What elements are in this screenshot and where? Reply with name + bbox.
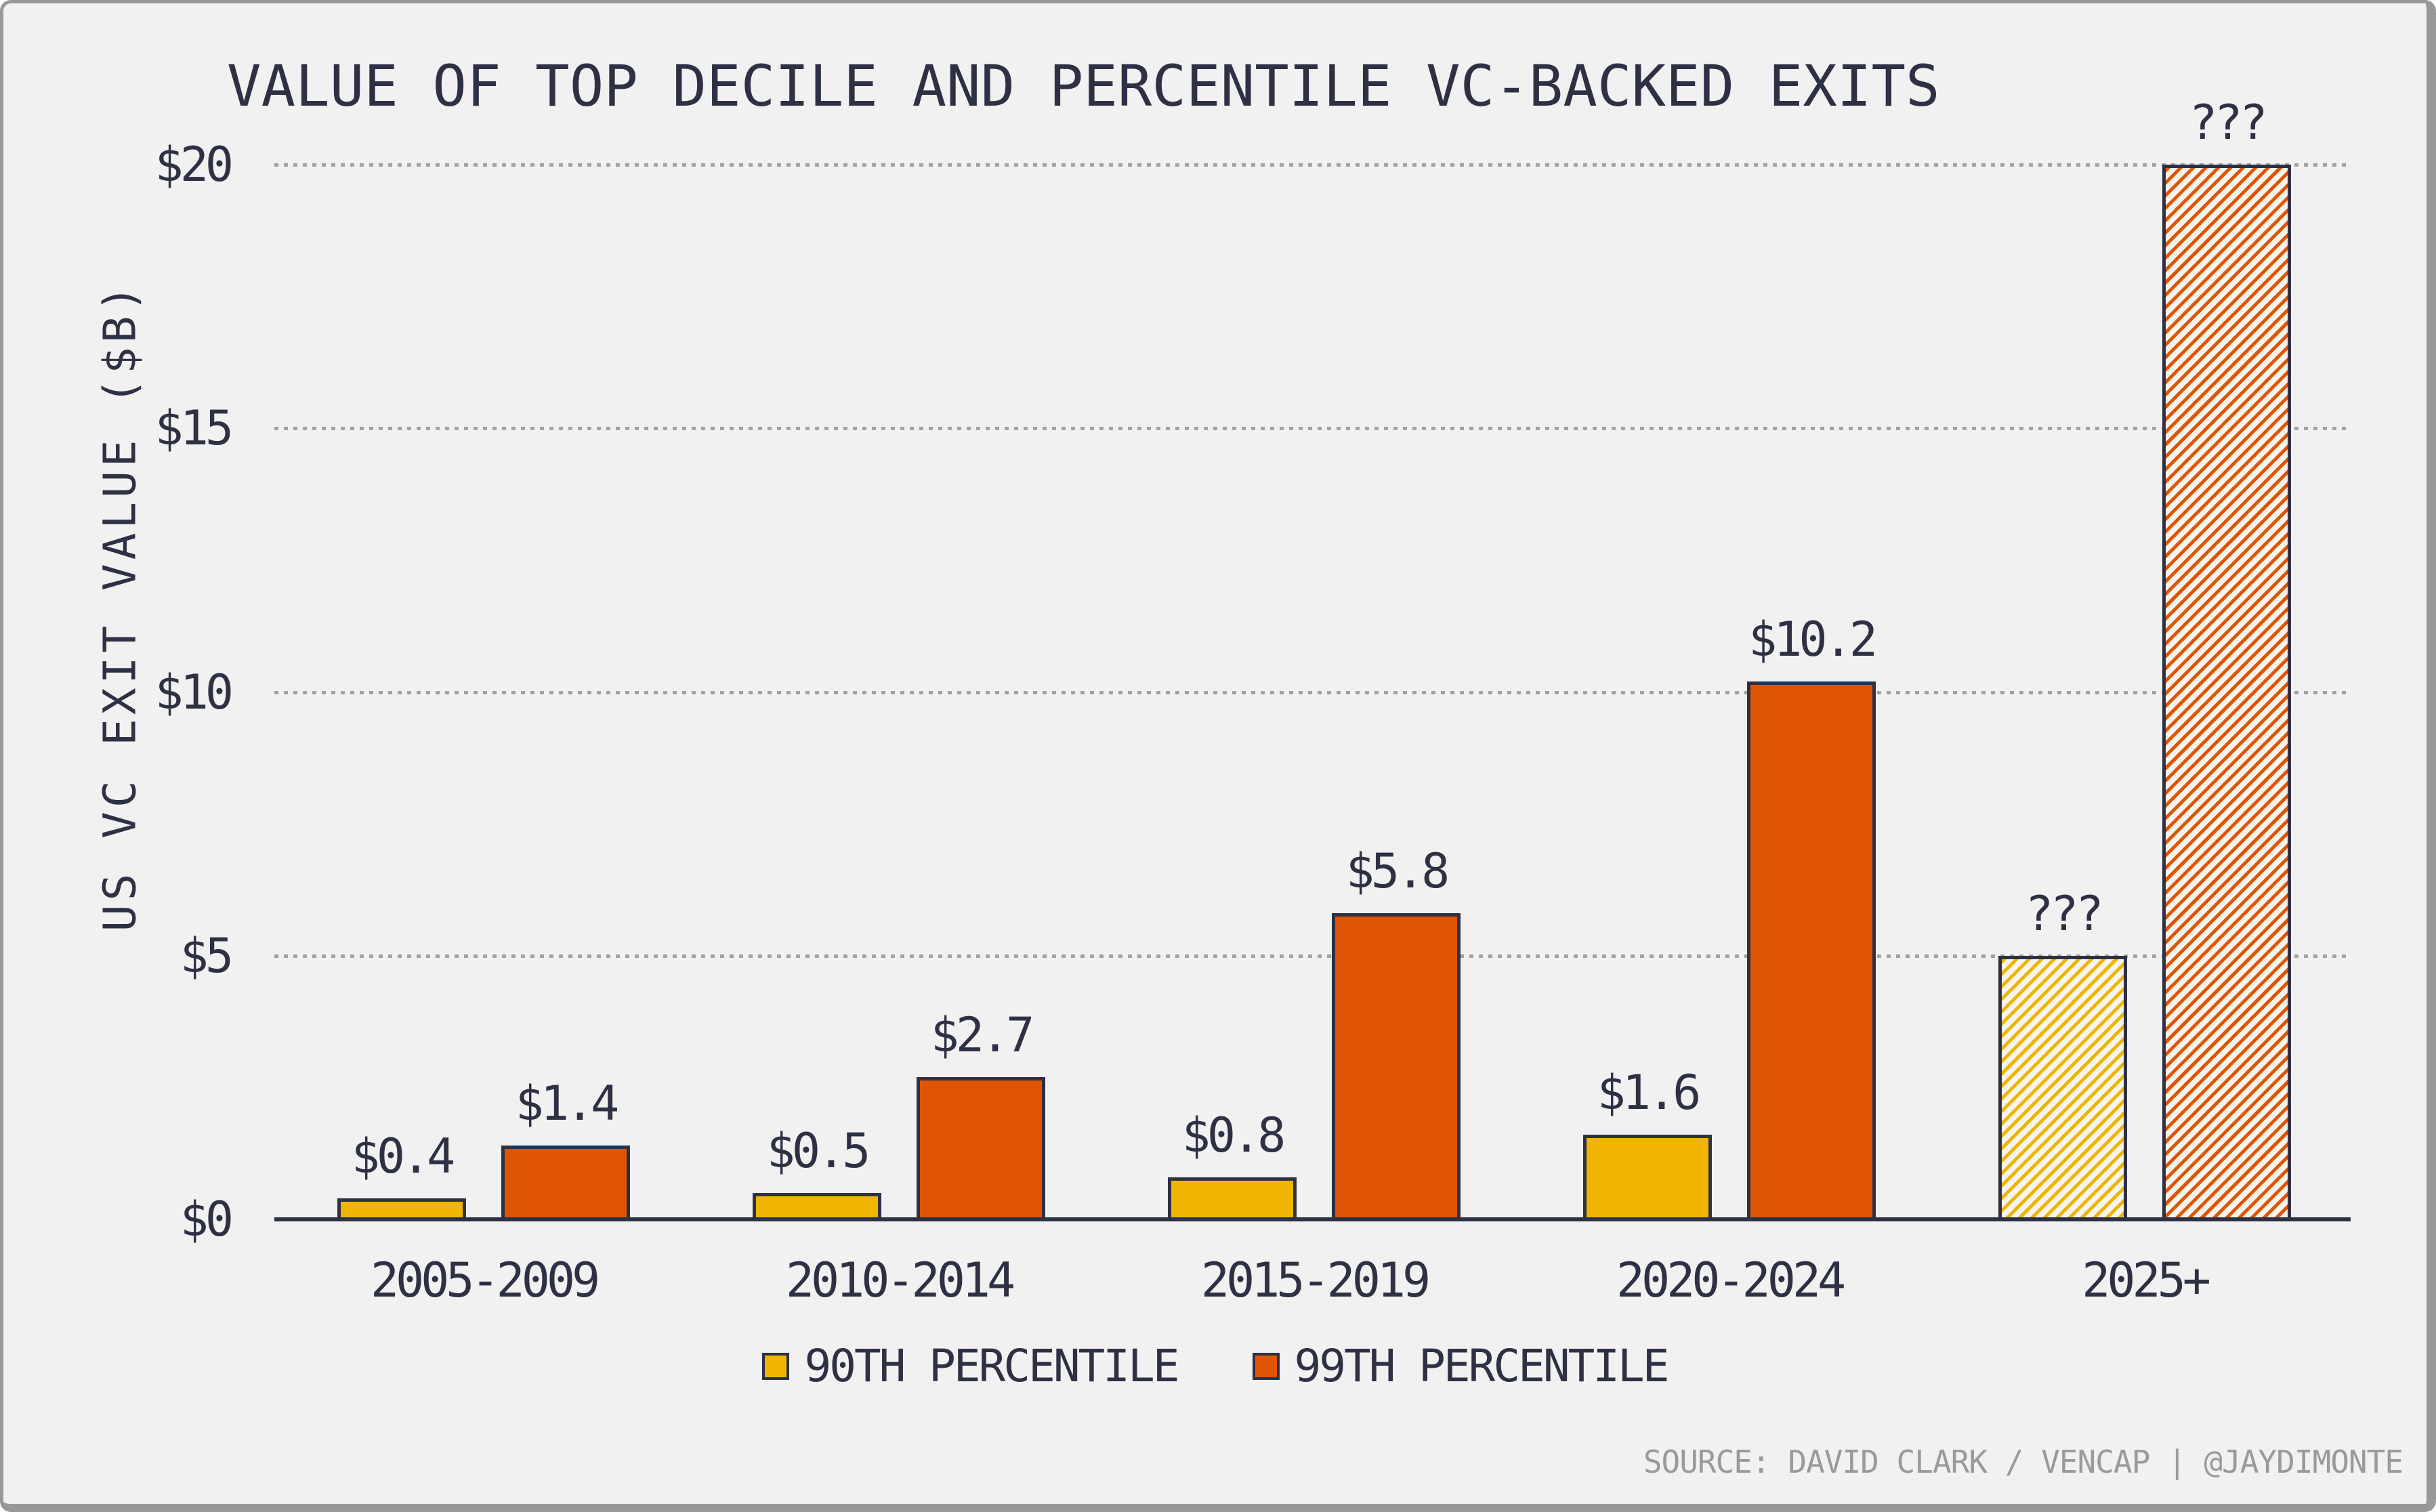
x-tick-label: 2020-2024 [1616,1253,1846,1308]
bar-99th-2025+ [2162,165,2291,1221]
y-tick-label: $15 [154,400,234,457]
x-tick-label: 2015-2019 [1200,1253,1431,1308]
x-tick-label: 2025+ [2082,1253,2211,1308]
gridline [274,427,2351,431]
gridline [274,690,2351,694]
source-attribution: SOURCE: DAVID CLARK / VENCAP | @JAYDIMON… [1643,1444,2403,1480]
bar-value-label: $1.4 [515,1076,620,1131]
bar-value-label: $10.2 [1748,611,1878,667]
y-tick-label: $5 [180,927,234,984]
bar-value-label: $2.7 [930,1007,1035,1063]
bar-value-label: $0.4 [351,1128,456,1184]
bar-value-label: ??? [2189,95,2267,150]
bar-99th-2020-2024 [1747,681,1876,1221]
y-axis-title: US VC EXIT VALUE ($B) [93,280,146,932]
gridline [274,163,2351,167]
legend-swatch-icon [1252,1353,1280,1380]
bar-value-label: $5.8 [1345,843,1450,900]
x-tick-label: 2010-2014 [785,1253,1015,1308]
bar-99th-2015-2019 [1332,913,1461,1221]
legend-item-90th: 90TH PERCENTILE [762,1340,1180,1392]
bar-value-label: $0.5 [766,1123,871,1179]
x-tick-label: 2005-2009 [370,1253,600,1308]
legend-label: 90TH PERCENTILE [804,1340,1179,1392]
y-tick-label: $0 [180,1192,234,1247]
y-tick-label: $20 [154,137,234,192]
bar-value-label: $1.6 [1597,1065,1702,1121]
bar-90th-2015-2019 [1168,1177,1297,1221]
x-axis-line [274,1217,2351,1221]
gridline [274,954,2351,958]
bar-90th-2020-2024 [1583,1135,1712,1221]
bar-90th-2025+ [1998,955,2127,1221]
bar-value-label: $0.8 [1181,1107,1286,1163]
y-tick-label: $10 [154,664,234,720]
legend-item-99th: 99TH PERCENTILE [1252,1340,1670,1392]
legend-swatch-icon [762,1353,790,1380]
legend: 90TH PERCENTILE 99TH PERCENTILE [3,1342,2427,1391]
legend-label: 99TH PERCENTILE [1294,1340,1670,1392]
bar-value-label: ??? [2025,885,2103,942]
chart-title: VALUE OF TOP DECILE AND PERCENTILE VC-BA… [227,53,1940,119]
bar-99th-2010-2014 [917,1076,1045,1221]
